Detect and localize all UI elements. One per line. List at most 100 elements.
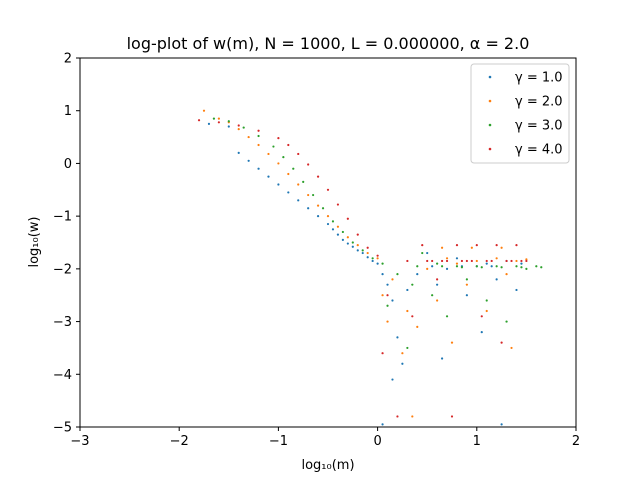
data-point: [500, 266, 503, 269]
data-point: [485, 259, 488, 263]
data-point: [485, 309, 488, 313]
data-point: [227, 120, 230, 123]
data-point: [292, 167, 295, 170]
data-point: [445, 267, 449, 270]
data-point: [480, 331, 483, 334]
data-point: [277, 162, 280, 165]
data-point: [426, 267, 429, 270]
data-point: [465, 259, 468, 263]
data-point: [391, 378, 394, 381]
data-point: [381, 294, 384, 297]
legend-marker: [488, 99, 492, 103]
data-point: [406, 346, 409, 350]
data-point: [371, 257, 374, 260]
data-point: [326, 188, 330, 191]
axes-frame: [79, 57, 577, 428]
y-axis-label: log₁₀(w): [27, 216, 42, 267]
legend-label: γ = 4.0: [515, 143, 563, 158]
data-point: [515, 259, 518, 263]
data-point: [237, 124, 240, 127]
data-point: [307, 207, 310, 210]
data-point: [515, 244, 518, 247]
data-point: [287, 191, 290, 194]
data-point: [272, 145, 275, 148]
data-point: [247, 135, 250, 139]
x-tick-label: −3: [70, 434, 89, 449]
data-point: [505, 320, 508, 323]
data-point: [257, 167, 260, 170]
data-point: [356, 244, 359, 247]
data-point: [406, 259, 409, 263]
data-point: [520, 262, 523, 265]
data-point: [455, 257, 459, 260]
data-point: [297, 152, 300, 156]
data-point: [436, 283, 439, 286]
data-point: [227, 125, 230, 128]
data-point: [450, 341, 454, 344]
data-point: [445, 259, 449, 263]
y-axis: −5 −4 −3 −2 −1 0 1 2: [53, 52, 80, 436]
data-point: [431, 294, 434, 297]
data-point: [321, 207, 325, 210]
data-point: [515, 288, 518, 292]
y-tick-label: 2: [64, 52, 72, 67]
data-point: [460, 266, 464, 269]
data-point: [535, 265, 538, 268]
data-point: [431, 259, 434, 263]
data-point: [455, 265, 459, 268]
data-point: [207, 122, 211, 125]
data-point: [346, 217, 349, 220]
data-point: [302, 180, 305, 183]
data-point: [267, 175, 270, 178]
data-point: [257, 134, 260, 138]
data-point: [455, 262, 459, 265]
data-point: [475, 265, 478, 268]
x-tick-label: −1: [269, 434, 288, 449]
x-tick-label: 1: [473, 434, 481, 449]
data-point: [287, 172, 290, 176]
data-point: [470, 246, 473, 249]
data-point: [396, 415, 399, 418]
data-point: [440, 259, 444, 263]
data-point: [445, 257, 449, 260]
data-point: [351, 245, 354, 248]
data-point: [440, 265, 444, 268]
data-point: [540, 266, 543, 269]
data-point: [396, 273, 399, 276]
data-point: [386, 294, 389, 297]
data-point: [525, 259, 528, 263]
data-point: [366, 256, 369, 259]
data-point: [485, 262, 488, 265]
data-point: [416, 265, 419, 268]
data-point: [411, 415, 414, 418]
data-point: [346, 236, 349, 239]
data-point: [450, 415, 454, 418]
data-point: [421, 244, 424, 247]
data-point: [237, 151, 240, 154]
data-point: [336, 233, 340, 236]
data-point: [426, 259, 429, 263]
data-point: [520, 266, 523, 269]
data-point: [465, 278, 468, 281]
data-point: [356, 233, 359, 236]
data-point: [307, 193, 310, 197]
legend-marker: [488, 123, 492, 127]
data-point: [212, 117, 216, 120]
data-point: [376, 257, 379, 260]
series-1: [207, 122, 523, 426]
series-4: [197, 119, 528, 418]
data-point: [465, 283, 468, 286]
data-point: [381, 423, 384, 426]
data-point: [386, 320, 389, 323]
data-point: [436, 278, 439, 281]
data-point: [495, 244, 498, 247]
data-point: [361, 249, 364, 252]
data-point: [312, 193, 315, 197]
data-point: [326, 222, 330, 226]
data-point: [331, 228, 335, 231]
data-point: [336, 225, 340, 228]
data-point: [436, 262, 439, 265]
data-point: [267, 152, 270, 156]
data-point: [326, 215, 330, 218]
